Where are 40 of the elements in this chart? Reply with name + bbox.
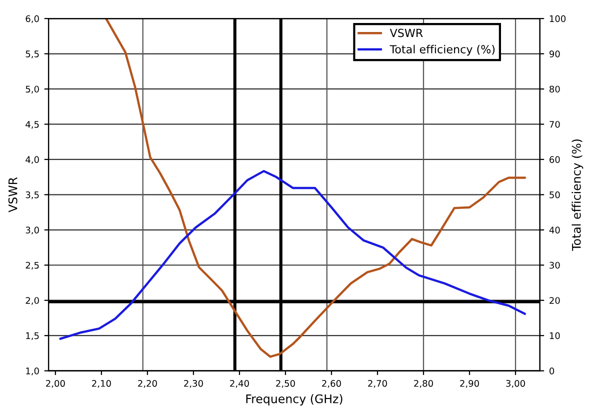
y2-tick-label: 30 [550, 262, 560, 269]
legend-label: Total efficiency (%) [390, 44, 495, 56]
x-tick-label: 2,10 [92, 380, 111, 388]
x-tick-label: 2,20 [138, 380, 157, 388]
y2-tick-label: 10 [550, 332, 560, 340]
y2-axis-title: Total efficiency (%) [572, 140, 584, 251]
y2-tick-label: 0 [550, 368, 554, 374]
y2-tick-label: 20 [550, 297, 560, 304]
x-tick-label: 2,80 [414, 380, 433, 388]
y-tick-label: 5,0 [26, 86, 39, 94]
y2-tick-label: 100 [550, 15, 566, 22]
y2-tick-label: 40 [549, 226, 560, 234]
line-series [59, 170, 526, 340]
y2-tick-label: 90 [550, 50, 560, 58]
x-tick-label: 2,50 [276, 380, 295, 388]
line-series [104, 18, 526, 358]
y2-tick-label: 80 [550, 86, 560, 93]
y-tick-label: 3,5 [26, 191, 39, 200]
x-axis-title: Frequency (GHz) [246, 394, 342, 406]
y-tick-label: 1,5 [26, 332, 39, 340]
y2-tick-label: 50 [550, 191, 560, 198]
x-tick-label: 2,30 [184, 380, 203, 388]
y-tick-label: 5,5 [26, 50, 39, 58]
y-tick-label: 2,5 [26, 262, 39, 270]
y-tick-label: 3,0 [26, 226, 39, 234]
x-tick-label: 2,90 [460, 380, 479, 388]
x-tick-label: 2,40 [230, 380, 249, 388]
x-tick-label: 2,00 [46, 380, 65, 388]
x-tick-label: 2,70 [368, 380, 387, 388]
y-tick-label: 4,0 [26, 156, 39, 164]
y-tick-label: 2,0 [26, 297, 39, 305]
legend-label: VSWR [390, 28, 423, 38]
y-axis-title: VSWR [8, 177, 18, 212]
y2-tick-label: 70 [550, 120, 560, 128]
x-tick-label: 3,00 [506, 380, 525, 388]
x-tick-label: 2,60 [322, 380, 341, 388]
y-tick-label: 4,5 [26, 121, 39, 129]
y-tick-label: 6,0 [26, 15, 39, 24]
y-tick-label: 1,0 [26, 368, 39, 376]
y2-tick-label: 60 [550, 156, 560, 163]
